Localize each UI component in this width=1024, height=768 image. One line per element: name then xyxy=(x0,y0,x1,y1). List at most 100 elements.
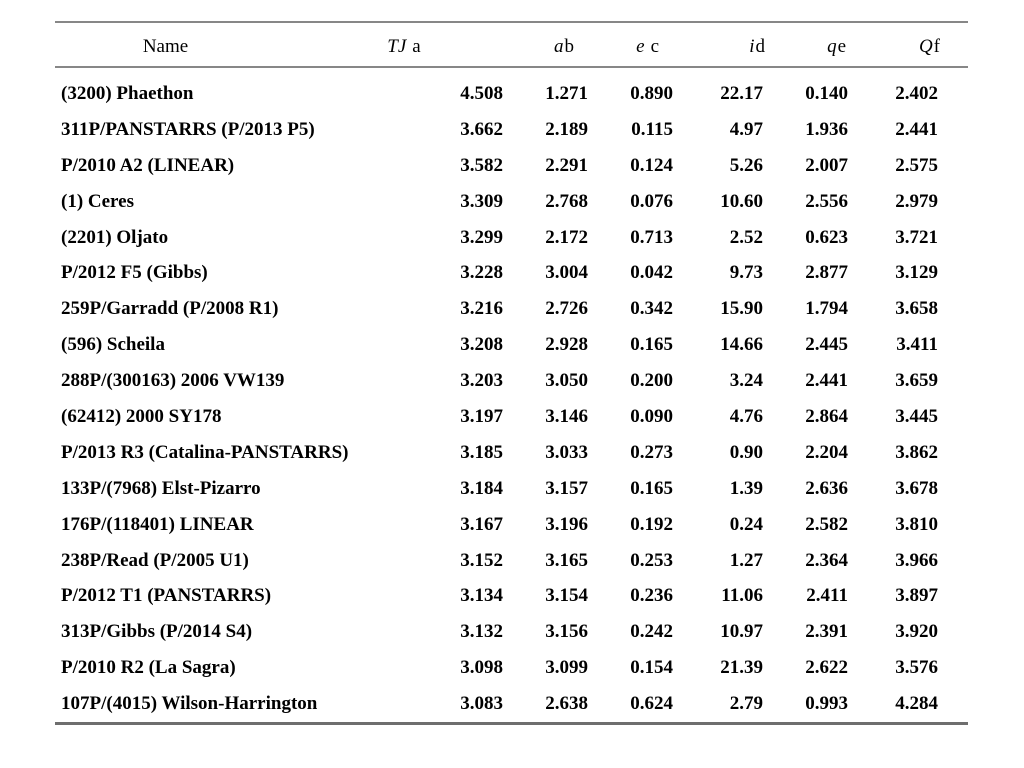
column-header-name: Name xyxy=(55,23,300,66)
eccentricity-value-cell: 0.192 xyxy=(630,513,673,535)
aphelion-value-cell: 2.979 xyxy=(895,190,938,212)
inclination-value-cell: 21.39 xyxy=(720,657,763,679)
header-name-label: Name xyxy=(142,36,189,57)
object-name-cell: P/2012 T1 (PANSTARRS) xyxy=(61,585,272,607)
tisserand-value-cell: 3.197 xyxy=(460,405,503,427)
tisserand-value-cell: 4.508 xyxy=(460,82,503,104)
semimajor-axis-value-cell: 2.189 xyxy=(545,118,588,140)
aphelion-value-cell: 3.920 xyxy=(895,621,938,643)
tisserand-value-cell: 3.299 xyxy=(460,226,503,248)
perihelion-value-cell: 2.636 xyxy=(805,477,848,499)
inclination-value-cell: 22.17 xyxy=(720,82,763,104)
tisserand-value-cell: 3.167 xyxy=(460,513,503,535)
aphelion-value-cell: 3.129 xyxy=(895,262,938,284)
eccentricity-value-cell: 0.342 xyxy=(630,298,673,320)
semimajor-axis-value-cell: 3.050 xyxy=(545,370,588,392)
eccentricity-value-cell: 0.236 xyxy=(630,585,673,607)
eccentricity-value-cell: 0.165 xyxy=(630,477,673,499)
eccentricity-value-cell: 0.624 xyxy=(630,693,673,715)
semimajor-axis-value-cell: 1.271 xyxy=(545,82,588,104)
table-row: 288P/(300163) 2006 VW139 3.203 3.050 0.2… xyxy=(55,363,968,399)
perihelion-value-cell: 2.364 xyxy=(805,549,848,571)
aphelion-value-cell: 4.284 xyxy=(895,693,938,715)
perihelion-value-cell: 2.411 xyxy=(806,585,848,607)
eccentricity-value-cell: 0.273 xyxy=(630,441,673,463)
tisserand-value-cell: 3.184 xyxy=(460,477,503,499)
header-Q-footnote-marker: f xyxy=(933,36,940,57)
perihelion-value-cell: 2.007 xyxy=(805,154,848,176)
table-row: 311P/PANSTARRS (P/2013 P5) 3.662 2.189 0… xyxy=(55,112,968,148)
perihelion-value-cell: 0.993 xyxy=(805,693,848,715)
object-name-cell: (596) Scheila xyxy=(61,334,165,356)
perihelion-value-cell: 2.582 xyxy=(805,513,848,535)
object-name-cell: P/2012 F5 (Gibbs) xyxy=(61,262,208,284)
table-row: (62412) 2000 SY178 3.197 3.146 0.090 4.7… xyxy=(55,399,968,435)
table-row: 176P/(118401) LINEAR 3.167 3.196 0.192 0… xyxy=(55,507,968,543)
eccentricity-value-cell: 0.165 xyxy=(630,334,673,356)
perihelion-value-cell: 2.445 xyxy=(805,334,848,356)
semimajor-axis-value-cell: 3.157 xyxy=(545,477,588,499)
semimajor-axis-value-cell: 2.291 xyxy=(545,154,588,176)
tisserand-value-cell: 3.662 xyxy=(460,118,503,140)
perihelion-value-cell: 2.204 xyxy=(805,441,848,463)
inclination-value-cell: 1.27 xyxy=(729,549,763,571)
table-top-rule xyxy=(55,21,968,23)
object-name-cell: 107P/(4015) Wilson-Harrington xyxy=(61,693,318,715)
inclination-value-cell: 10.60 xyxy=(720,190,763,212)
perihelion-value-cell: 2.391 xyxy=(805,621,848,643)
aphelion-value-cell: 3.810 xyxy=(895,513,938,535)
semimajor-axis-value-cell: 3.146 xyxy=(545,405,588,427)
aphelion-value-cell: 2.575 xyxy=(895,154,938,176)
table-row: P/2010 R2 (La Sagra) 3.098 3.099 0.154 2… xyxy=(55,650,968,686)
header-tj-symbol: TJ xyxy=(387,36,407,57)
object-name-cell: 238P/Read (P/2005 U1) xyxy=(61,549,249,571)
semimajor-axis-value-cell: 2.172 xyxy=(545,226,588,248)
perihelion-value-cell: 2.441 xyxy=(805,370,848,392)
eccentricity-value-cell: 0.154 xyxy=(630,657,673,679)
object-name-cell: (62412) 2000 SY178 xyxy=(61,405,222,427)
header-a-symbol: a xyxy=(554,36,564,57)
inclination-value-cell: 4.76 xyxy=(729,405,763,427)
aphelion-value-cell: 2.441 xyxy=(895,118,938,140)
inclination-value-cell: 3.24 xyxy=(729,370,763,392)
perihelion-value-cell: 1.794 xyxy=(805,298,848,320)
table-body: (3200) Phaethon 4.508 1.271 0.890 22.17 … xyxy=(55,68,968,722)
eccentricity-value-cell: 0.042 xyxy=(630,262,673,284)
column-header-tisserand: TJ a xyxy=(300,23,508,66)
tisserand-value-cell: 3.132 xyxy=(460,621,503,643)
semimajor-axis-value-cell: 3.004 xyxy=(545,262,588,284)
perihelion-value-cell: 2.622 xyxy=(805,657,848,679)
perihelion-value-cell: 2.877 xyxy=(805,262,848,284)
inclination-value-cell: 10.97 xyxy=(720,621,763,643)
table-row: P/2012 T1 (PANSTARRS) 3.134 3.154 0.236 … xyxy=(55,578,968,614)
tisserand-value-cell: 3.098 xyxy=(460,657,503,679)
perihelion-value-cell: 0.140 xyxy=(805,82,848,104)
object-name-cell: 133P/(7968) Elst-Pizarro xyxy=(61,477,261,499)
eccentricity-value-cell: 0.713 xyxy=(630,226,673,248)
semimajor-axis-value-cell: 3.165 xyxy=(545,549,588,571)
inclination-value-cell: 2.52 xyxy=(729,226,763,248)
eccentricity-value-cell: 0.200 xyxy=(630,370,673,392)
inclination-value-cell: 0.24 xyxy=(729,513,763,535)
object-name-cell: P/2013 R3 (Catalina-PANSTARRS) xyxy=(61,441,349,463)
inclination-value-cell: 1.39 xyxy=(729,477,763,499)
tisserand-value-cell: 3.185 xyxy=(460,441,503,463)
tisserand-value-cell: 3.203 xyxy=(460,370,503,392)
aphelion-value-cell: 3.659 xyxy=(895,370,938,392)
aphelion-value-cell: 3.862 xyxy=(895,441,938,463)
eccentricity-value-cell: 0.115 xyxy=(631,118,673,140)
table-row: P/2012 F5 (Gibbs) 3.228 3.004 0.042 9.73… xyxy=(55,255,968,291)
inclination-value-cell: 15.90 xyxy=(720,298,763,320)
tisserand-value-cell: 3.582 xyxy=(460,154,503,176)
semimajor-axis-value-cell: 2.768 xyxy=(545,190,588,212)
perihelion-value-cell: 0.623 xyxy=(805,226,848,248)
table-row: 313P/Gibbs (P/2014 S4) 3.132 3.156 0.242… xyxy=(55,614,968,650)
semimajor-axis-value-cell: 2.726 xyxy=(545,298,588,320)
tisserand-value-cell: 3.228 xyxy=(460,262,503,284)
perihelion-value-cell: 1.936 xyxy=(805,118,848,140)
aphelion-value-cell: 2.402 xyxy=(895,82,938,104)
